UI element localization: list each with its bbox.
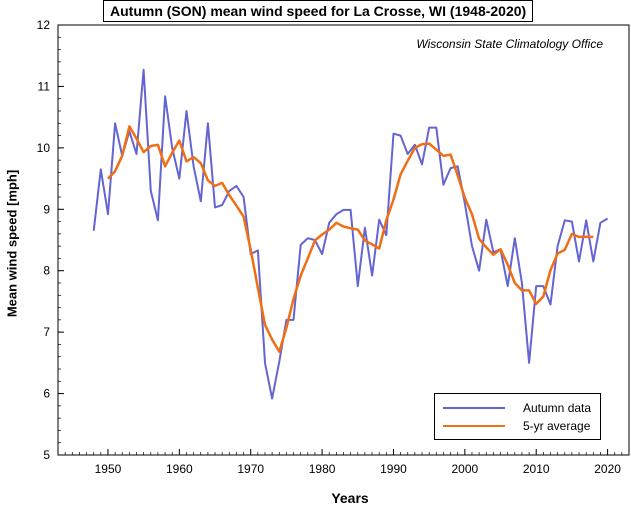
- legend-item-autumn: Autumn data: [443, 400, 591, 416]
- x-tick-label: 1950: [95, 462, 122, 476]
- y-tick-label: 9: [43, 202, 50, 216]
- x-tick-label: 2020: [594, 462, 621, 476]
- series-line-5yr-average: [107, 125, 594, 354]
- y-tick-label: 11: [38, 79, 51, 93]
- x-axis-label: Years: [331, 490, 369, 506]
- x-tick-label: 1980: [309, 462, 336, 476]
- y-axis-label: Mean wind speed [mph]: [4, 169, 20, 318]
- x-tick-label: 1970: [237, 462, 264, 476]
- y-tick-label: 8: [43, 264, 50, 278]
- source-note: Wisconsin State Climatology Office: [416, 37, 603, 51]
- x-tick-label: 1990: [380, 462, 407, 476]
- x-axis: 1950 1960 1970 1980 1990 2000 2010 2020: [57, 449, 630, 476]
- legend-label-autumn: Autumn data: [523, 401, 592, 415]
- plot-area-frame: [57, 24, 630, 456]
- y-tick-label: 5: [43, 448, 50, 462]
- y-tick-label: 6: [43, 387, 50, 401]
- y-tick-label: 7: [43, 325, 50, 339]
- chart-title: Autumn (SON) mean wind speed for La Cros…: [103, 0, 534, 22]
- series-line-autumn-data: [92, 68, 609, 400]
- legend: Autumn data 5-yr average: [434, 393, 601, 440]
- y-tick-label: 10: [37, 141, 51, 155]
- x-tick-label: 2000: [451, 462, 478, 476]
- series-layer: [92, 68, 609, 400]
- legend-item-5yr: 5-yr average: [443, 418, 590, 434]
- legend-swatch-5yr: [443, 425, 505, 427]
- y-tick-label: 12: [37, 18, 51, 32]
- legend-label-5yr: 5-yr average: [523, 419, 591, 433]
- x-tick-label: 2010: [523, 462, 550, 476]
- x-tick-label: 1960: [166, 462, 193, 476]
- legend-swatch-autumn: [443, 407, 505, 409]
- y-axis: 5 6 7 8 9 10 11 12: [37, 18, 64, 462]
